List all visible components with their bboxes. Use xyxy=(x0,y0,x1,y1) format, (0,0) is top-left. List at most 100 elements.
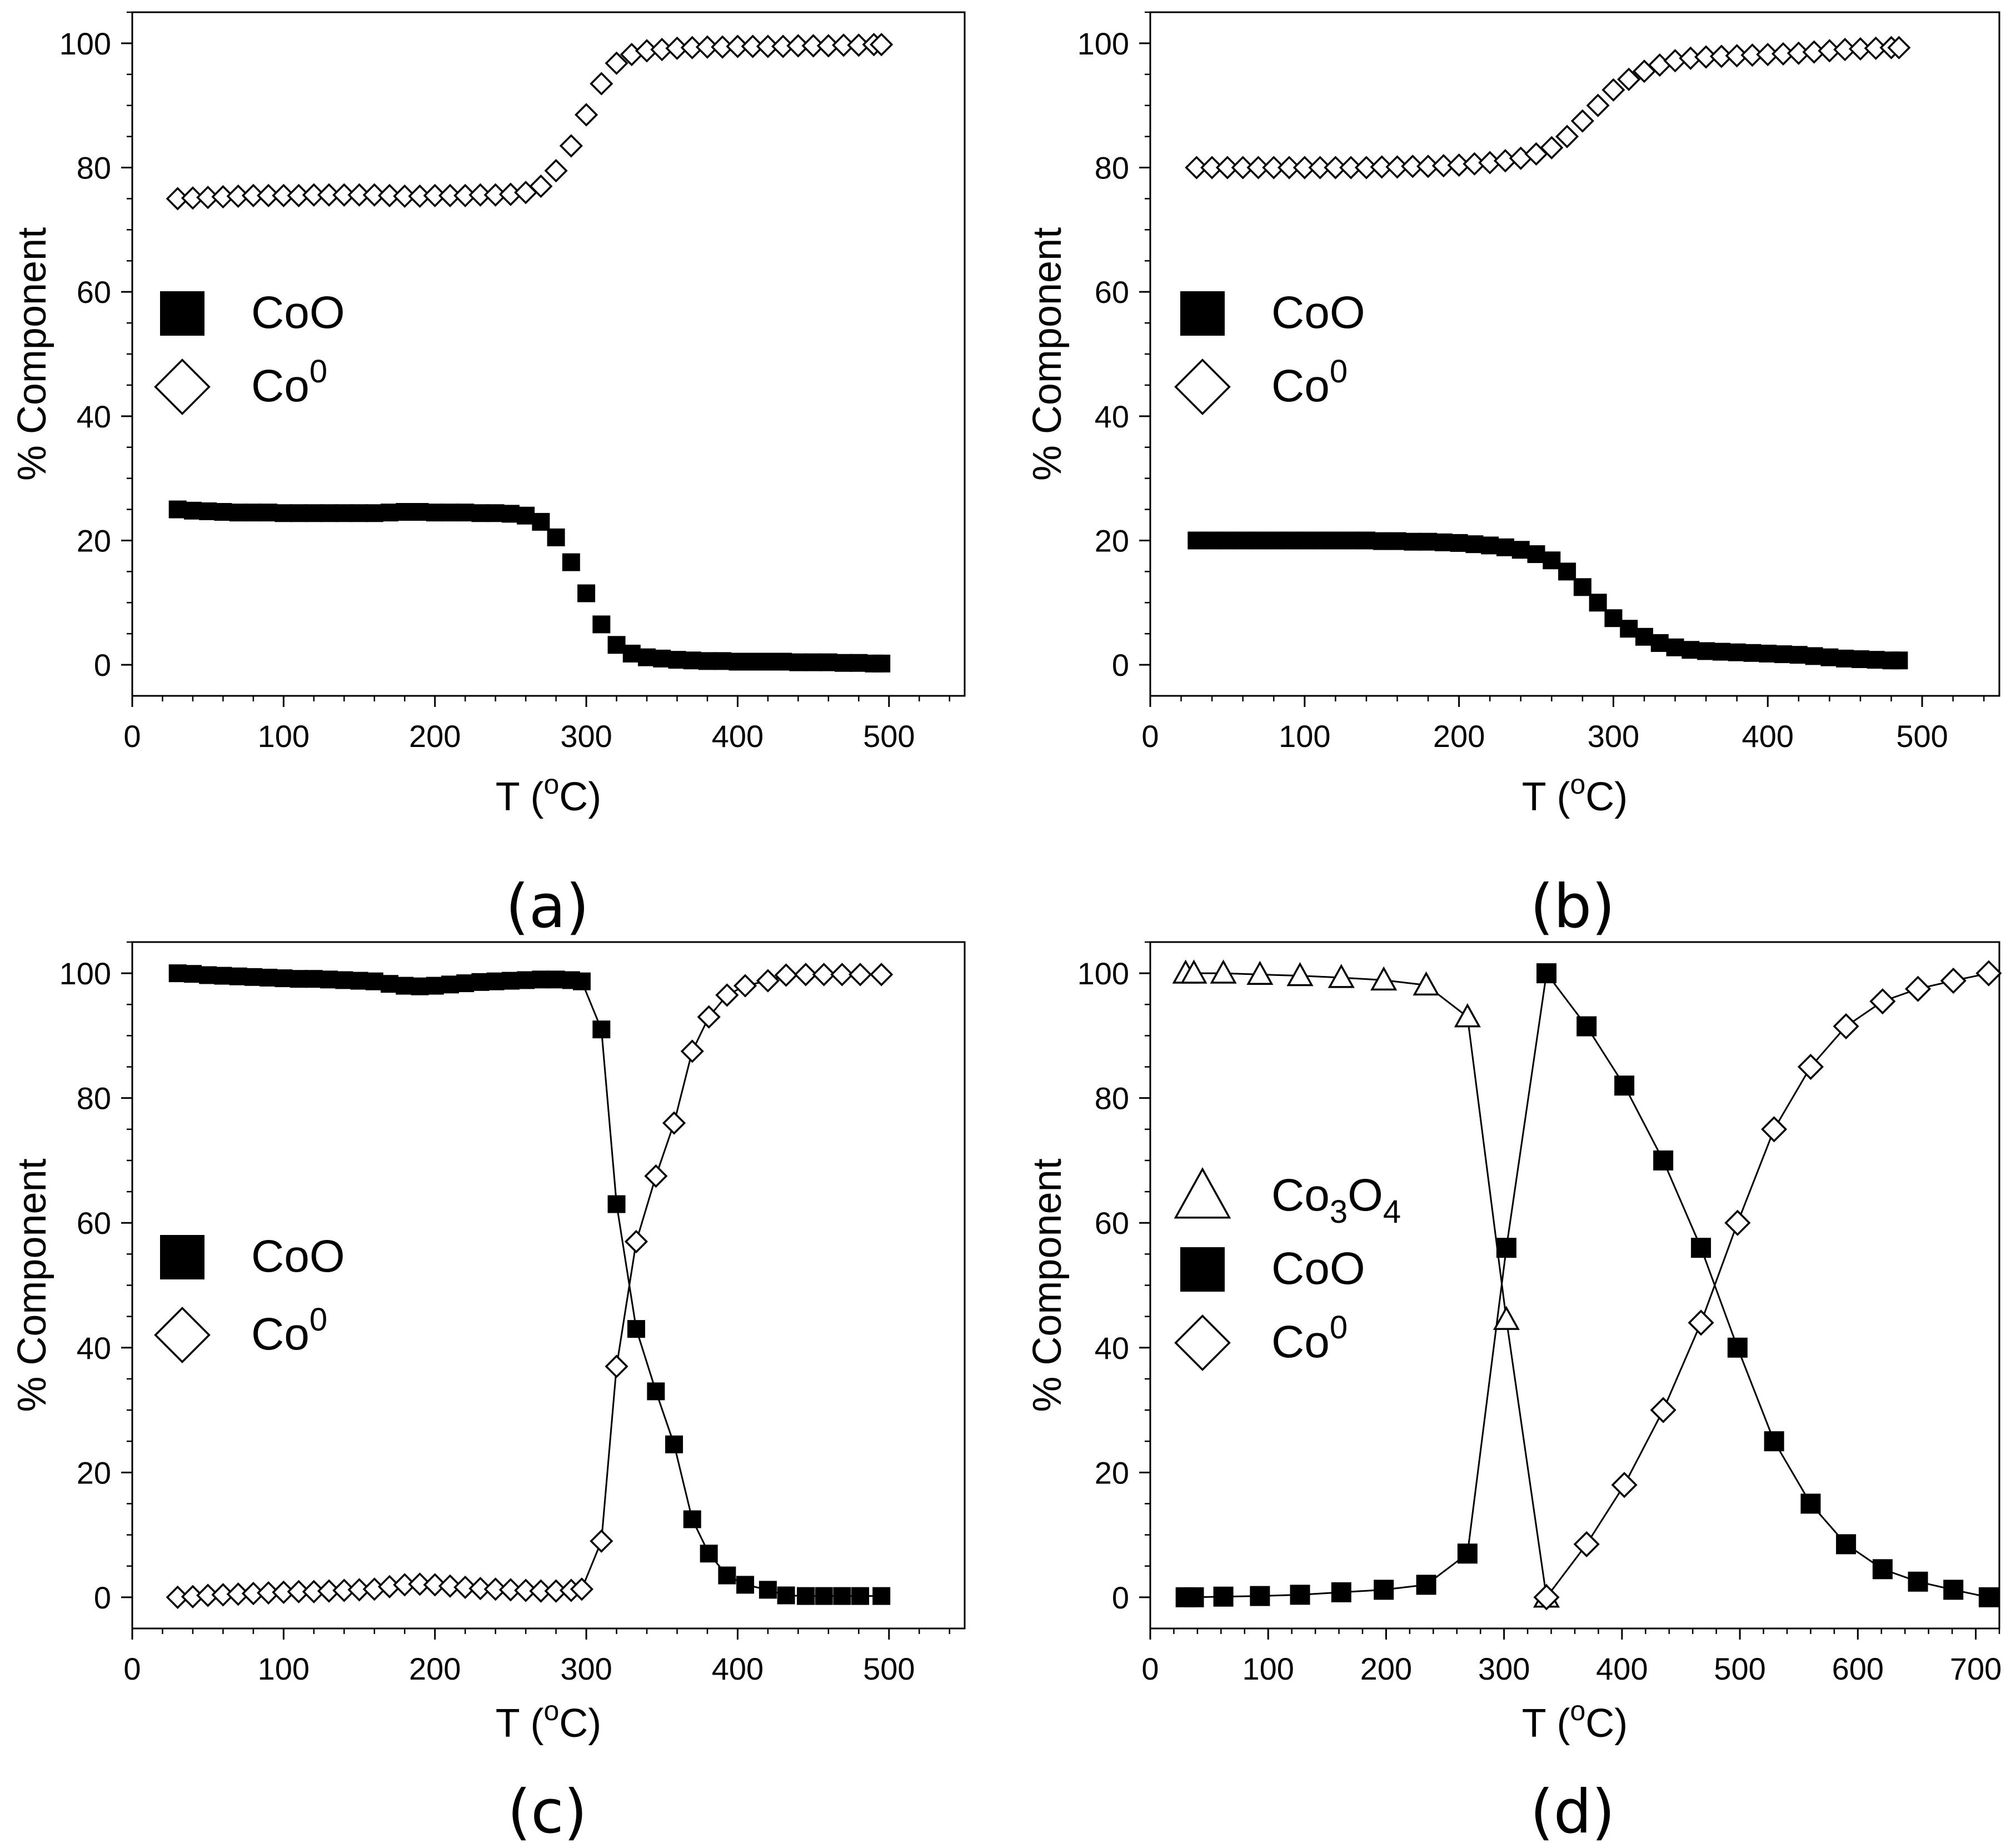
chart-panel-c: 0 100 200 300 400 500 0 20 40 60 80 100 T (oC) % Comp… xyxy=(10,941,966,1847)
data-point-coo xyxy=(1187,531,1206,550)
data-point-coo xyxy=(1691,1238,1711,1258)
data-point-coo xyxy=(1851,650,1869,669)
data-point-coo xyxy=(1234,531,1252,550)
data-point-coo xyxy=(1373,532,1391,550)
series-co3o4 xyxy=(1172,959,1560,1608)
y-tick-label: 20 xyxy=(1095,523,1129,558)
data-point-coo xyxy=(872,654,891,673)
data-point-coo xyxy=(1250,1586,1270,1606)
data-point-coo xyxy=(1697,642,1715,660)
data-point-coo xyxy=(872,1587,891,1605)
data-point-coo xyxy=(244,968,262,986)
legend-marker-coo xyxy=(1180,291,1225,336)
x-tick-label: 700 xyxy=(1950,1651,2002,1686)
data-point-coo xyxy=(1789,646,1808,664)
data-point-coo xyxy=(1213,1586,1234,1607)
data-point-coo xyxy=(214,503,232,521)
data-point-coo xyxy=(1653,1150,1674,1170)
data-point-coo xyxy=(833,1587,851,1605)
chart-panel-d: 0 100 200 300 400 500 600 700 0 20 40 60 80 100 T (oC)… xyxy=(1025,941,2002,1847)
data-point-coo xyxy=(168,964,187,983)
data-point-coo xyxy=(774,652,792,671)
data-point-coo xyxy=(1908,1571,1928,1592)
data-point-coo xyxy=(547,528,565,546)
data-point-co0 xyxy=(1339,156,1363,180)
data-point-coo xyxy=(486,504,505,522)
data-point-coo xyxy=(1326,531,1345,550)
data-point-coo xyxy=(381,504,399,522)
data-point-coo xyxy=(350,972,368,990)
data-point-co0 xyxy=(498,1578,522,1602)
data-point-co0 xyxy=(1869,988,1896,1015)
panel-caption: (b) xyxy=(1530,872,1615,942)
x-axis-label: T (oC) xyxy=(496,1695,601,1746)
data-point-coo xyxy=(700,1545,718,1563)
x-tick-label: 400 xyxy=(1596,1651,1648,1686)
data-point-co0 xyxy=(848,963,872,987)
x-tick-label: 300 xyxy=(1588,719,1639,754)
data-point-coo xyxy=(1727,1337,1748,1358)
data-point-co0 xyxy=(1555,124,1579,148)
data-point-co0 xyxy=(644,1164,668,1188)
x-tick-label: 200 xyxy=(1433,719,1485,754)
data-point-co0 xyxy=(605,1354,628,1378)
data-point-co0 xyxy=(697,1005,721,1029)
data-point-coo xyxy=(1836,1534,1857,1555)
y-tick-label: 80 xyxy=(77,1081,111,1116)
plot-frame xyxy=(131,11,966,697)
data-point-co0 xyxy=(1797,1053,1824,1080)
data-point-coo xyxy=(1416,1575,1436,1595)
data-point-coo xyxy=(1511,541,1530,559)
data-point-coo xyxy=(1890,651,1908,670)
data-point-coo xyxy=(229,967,247,985)
data-point-co0 xyxy=(1540,136,1564,160)
y-tick-label: 0 xyxy=(1112,647,1129,683)
data-point-coo xyxy=(305,504,323,522)
data-point-co0 xyxy=(1975,960,2002,987)
data-point-co0 xyxy=(1650,1397,1676,1423)
series-co0 xyxy=(166,963,894,1609)
data-point-coo xyxy=(622,644,641,663)
data-point-coo xyxy=(320,970,338,989)
data-point-coo xyxy=(1527,545,1545,564)
data-point-coo xyxy=(244,504,262,522)
y-tick-label: 40 xyxy=(1095,399,1129,434)
data-point-coo xyxy=(1872,1559,1893,1580)
data-point-co3o4 xyxy=(1210,959,1237,984)
data-point-coo xyxy=(1496,538,1514,556)
data-point-co0 xyxy=(1215,156,1239,180)
plot-frame xyxy=(131,941,966,1630)
data-point-coo xyxy=(471,973,490,991)
data-point-co0 xyxy=(1533,1584,1560,1611)
data-point-coo xyxy=(1620,620,1638,638)
data-point-coo xyxy=(1604,609,1623,627)
data-point-coo xyxy=(1249,531,1268,550)
data-point-coo xyxy=(1404,532,1422,551)
data-point-coo xyxy=(1764,1431,1784,1452)
data-point-coo xyxy=(350,504,368,522)
data-point-co0 xyxy=(733,974,757,998)
data-point-coo xyxy=(1759,644,1777,663)
data-point-coo xyxy=(1331,1582,1351,1602)
y-tick-label: 80 xyxy=(1095,151,1129,186)
x-axis-label: T (oC) xyxy=(496,769,601,819)
panel-caption: (a) xyxy=(506,872,589,942)
legend-label-co0: Co0 xyxy=(251,353,327,411)
x-tick-label: 500 xyxy=(1896,719,1948,754)
x-tick-label: 200 xyxy=(409,1651,461,1686)
legend-label-coo: CoO xyxy=(1271,287,1365,338)
y-tick-label: 0 xyxy=(94,647,111,683)
x-tick-label: 0 xyxy=(123,1651,141,1686)
y-axis-label: % Component xyxy=(1025,1158,1070,1412)
data-point-coo xyxy=(668,651,686,669)
data-point-coo xyxy=(335,971,353,989)
data-point-coo xyxy=(214,967,232,985)
data-point-coo xyxy=(229,504,247,522)
x-tick-label: 500 xyxy=(863,719,915,754)
legend-label-coo: CoO xyxy=(251,1231,345,1282)
data-point-co0 xyxy=(1185,156,1209,180)
data-point-coo xyxy=(562,553,580,571)
data-point-co0 xyxy=(1324,156,1348,180)
data-point-coo xyxy=(1203,531,1221,550)
data-point-coo xyxy=(797,1587,815,1605)
